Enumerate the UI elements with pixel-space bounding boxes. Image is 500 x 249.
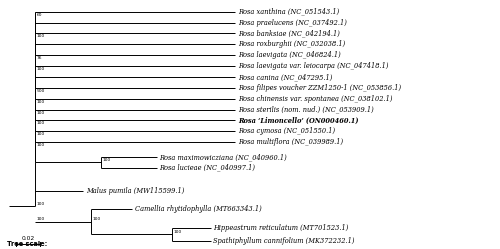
Text: Rosa sterilis (nom. nud.) (NC_053909.1): Rosa sterilis (nom. nud.) (NC_053909.1): [238, 106, 374, 114]
Text: Spathiphyllum cannifolium (MK372232.1): Spathiphyllum cannifolium (MK372232.1): [213, 237, 355, 245]
Text: 100: 100: [36, 111, 44, 115]
Text: 76: 76: [36, 56, 42, 60]
Text: Rosa ‘Limoncello’ (ON000460.1): Rosa ‘Limoncello’ (ON000460.1): [238, 116, 358, 124]
Text: Rosa canina (NC_047295.1): Rosa canina (NC_047295.1): [238, 73, 332, 81]
Text: Rosa banksiae (NC_042194.1): Rosa banksiae (NC_042194.1): [238, 29, 340, 38]
Text: 100: 100: [173, 230, 182, 234]
Text: Rosa filipes voucher ZZM1250-1 (NC_053856.1): Rosa filipes voucher ZZM1250-1 (NC_05385…: [238, 84, 401, 92]
Text: Camellia rhytidophylla (MT663343.1): Camellia rhytidophylla (MT663343.1): [135, 205, 262, 213]
Text: Rosa laevigata (NC_046824.1): Rosa laevigata (NC_046824.1): [238, 51, 340, 59]
Text: Rosa xanthina (NC_051543.1): Rosa xanthina (NC_051543.1): [238, 8, 339, 16]
Text: 60: 60: [36, 13, 42, 17]
Text: 500: 500: [36, 89, 44, 93]
Text: 100: 100: [36, 100, 44, 104]
Text: 100: 100: [36, 121, 44, 125]
Text: 100: 100: [36, 217, 44, 221]
Text: Rosa laevigata var. leiocarpa (NC_047418.1): Rosa laevigata var. leiocarpa (NC_047418…: [238, 62, 388, 70]
Text: 100: 100: [92, 217, 100, 221]
Text: Rosa lucieae (NC_040997.1): Rosa lucieae (NC_040997.1): [160, 164, 256, 172]
Text: 100: 100: [36, 34, 44, 38]
Text: Rosa cymosa (NC_051550.1): Rosa cymosa (NC_051550.1): [238, 127, 335, 135]
Text: Hippeastrum reticulatum (MT701523.1): Hippeastrum reticulatum (MT701523.1): [213, 224, 348, 232]
Text: 100: 100: [102, 158, 110, 162]
Text: Rosa maximowicziana (NC_040960.1): Rosa maximowicziana (NC_040960.1): [160, 153, 287, 161]
Text: 100: 100: [36, 202, 44, 206]
Text: Rosa chinensis var. spontanea (NC_038102.1): Rosa chinensis var. spontanea (NC_038102…: [238, 95, 392, 103]
Text: 100: 100: [36, 132, 44, 136]
Text: Rosa roxburghii (NC_032038.1): Rosa roxburghii (NC_032038.1): [238, 40, 345, 49]
Text: Rosa praelucens (NC_037492.1): Rosa praelucens (NC_037492.1): [238, 19, 346, 27]
Text: 100: 100: [36, 143, 44, 147]
Text: 0.02: 0.02: [22, 236, 35, 241]
Text: Tree scale:: Tree scale:: [7, 241, 48, 247]
Text: Malus pumila (MW115599.1): Malus pumila (MW115599.1): [86, 187, 184, 195]
Text: Rosa multiflora (NC_039989.1): Rosa multiflora (NC_039989.1): [238, 138, 343, 146]
Text: 100: 100: [36, 67, 44, 71]
